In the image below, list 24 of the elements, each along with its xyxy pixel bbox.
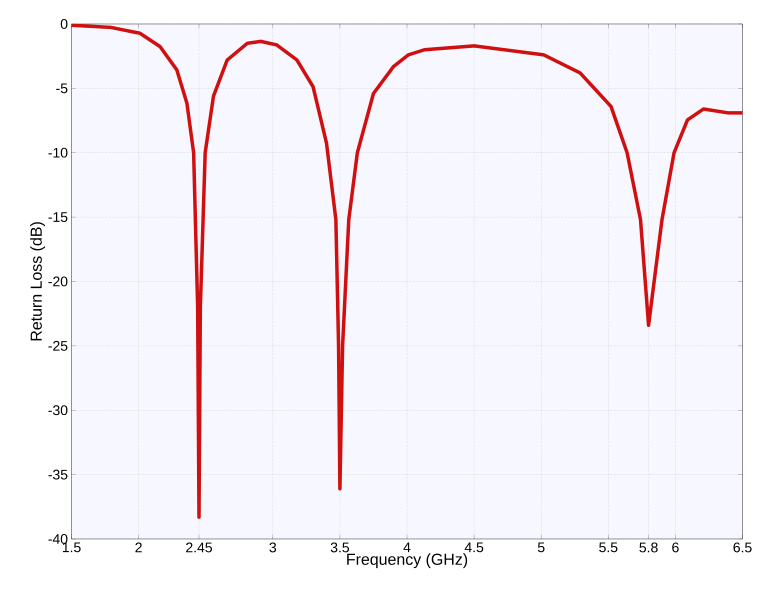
x-tick-label: 1.5 <box>62 542 81 552</box>
y-axis-title: Return Loss (dB) <box>30 222 45 340</box>
x-tick-label: 5.8 <box>639 542 658 552</box>
x-tick-label: 5 <box>538 542 544 552</box>
x-tick-label: 2.45 <box>186 542 212 552</box>
y-tick-label: -20 <box>48 276 68 286</box>
x-tick-label: 4 <box>403 542 410 552</box>
y-tick-label: -30 <box>48 405 68 416</box>
y-tick-label: -15 <box>48 212 68 222</box>
line-series <box>72 24 743 519</box>
x-tick-label: 5.5 <box>599 542 618 552</box>
y-tick-label: -25 <box>48 340 68 351</box>
y-tick-label: -10 <box>48 148 68 158</box>
x-axis-title: Frequency (GHz) <box>347 553 468 568</box>
y-tick-label: -5 <box>56 83 68 94</box>
x-tick-label: 3.5 <box>330 542 350 552</box>
x-tick-label: 3 <box>269 542 276 552</box>
x-tick-label: 6 <box>672 542 679 552</box>
x-tick-label: 2 <box>135 542 142 552</box>
y-tick-label: -35 <box>48 470 68 480</box>
x-tick-label: 4.5 <box>464 542 484 552</box>
y-tick-label: 0 <box>60 19 68 29</box>
x-tick-label: 6.5 <box>734 542 752 552</box>
y-tick-label: -40 <box>48 534 68 544</box>
